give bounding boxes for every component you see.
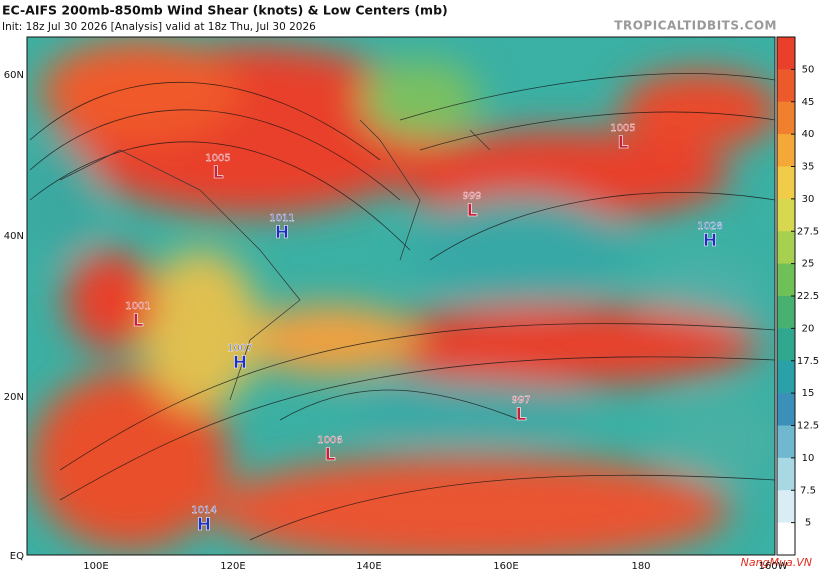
colorbar-label: 40: [802, 129, 815, 140]
longitude-label: 140E: [356, 561, 381, 572]
latitude-label: EQ: [10, 551, 24, 562]
watermark: NangMua.VN: [741, 556, 812, 569]
colorbar-band: [777, 296, 795, 329]
colorbar-label: 7.5: [800, 485, 816, 496]
center-letter: L: [213, 163, 224, 183]
colorbar-band: [777, 198, 795, 232]
latitude-label: 20N: [4, 392, 24, 403]
colorbar-band: [777, 457, 795, 491]
center-pressure: 1011: [269, 213, 294, 224]
colorbar-label: 5: [805, 518, 811, 529]
colorbar-band: [777, 134, 795, 167]
colorbar-band: [777, 69, 795, 103]
center-letter: H: [275, 223, 289, 243]
site-name: TROPICALTIDBITS.COM: [614, 19, 777, 33]
center-letter: L: [467, 201, 478, 221]
colorbar-label: 45: [802, 97, 815, 108]
center-pressure: 1028: [697, 221, 722, 232]
colorbar-label: 17.5: [797, 356, 819, 367]
center-letter: H: [233, 353, 247, 373]
center-letter: L: [133, 311, 144, 331]
coastlines: [59, 119, 491, 401]
colorbar-label: 12.5: [797, 421, 819, 432]
center-letter: L: [325, 445, 336, 465]
center-pressure: 997: [511, 395, 530, 406]
center-letter: H: [703, 231, 717, 251]
center-pressure: 1001: [125, 301, 150, 312]
longitude-label: 120E: [220, 561, 245, 572]
latitude-label: 60N: [4, 70, 24, 81]
colorbar-band: [777, 263, 795, 297]
colorbar-label: 10: [802, 453, 815, 464]
colorbar-label: 35: [802, 162, 815, 173]
title: EC-AIFS 200mb-850mb Wind Shear (knots) &…: [2, 3, 448, 18]
shear-field: [27, 37, 775, 555]
colorbar-band: [777, 522, 795, 556]
center-letter: L: [618, 133, 629, 153]
colorbar-band: [777, 328, 795, 362]
colorbar-band: [777, 360, 795, 394]
center-pressure: 999: [462, 191, 481, 202]
colorbar-band: [777, 490, 795, 524]
center-pressure: 1005: [205, 153, 230, 164]
colorbar-label: 15: [802, 388, 815, 399]
colorbar-label: 30: [802, 194, 815, 205]
colorbar-band: [777, 425, 795, 459]
center-pressure: 1007: [227, 343, 252, 354]
longitude-label: 160W: [759, 561, 788, 572]
longitude-label: 180: [631, 561, 650, 572]
center-letter: L: [516, 405, 527, 425]
center-letter: H: [197, 515, 211, 535]
center-pressure: 1005: [610, 123, 635, 134]
center-pressure: 1006: [317, 435, 342, 446]
longitude-label: 100E: [83, 561, 108, 572]
colorbar-label: 50: [802, 64, 815, 75]
map-frame: [26, 36, 776, 556]
longitude-label: 160E: [493, 561, 518, 572]
colorbar-band: [777, 166, 795, 200]
colorbar-band: [777, 393, 795, 426]
colorbar-band: [777, 231, 795, 265]
colorbar-label: 22.5: [797, 291, 819, 302]
latitude-label: 40N: [4, 231, 24, 242]
colorbar-label: 20: [802, 323, 815, 334]
colorbar-band: [777, 101, 795, 135]
colorbar-band: [777, 37, 795, 70]
center-pressure: 1014: [191, 505, 216, 516]
colorbar-label: 27.5: [797, 226, 819, 237]
subtitle: Init: 18z Jul 30 2026 [Analysis] valid a…: [2, 21, 316, 33]
streamlines: [29, 73, 775, 541]
colorbar-label: 25: [802, 259, 815, 270]
